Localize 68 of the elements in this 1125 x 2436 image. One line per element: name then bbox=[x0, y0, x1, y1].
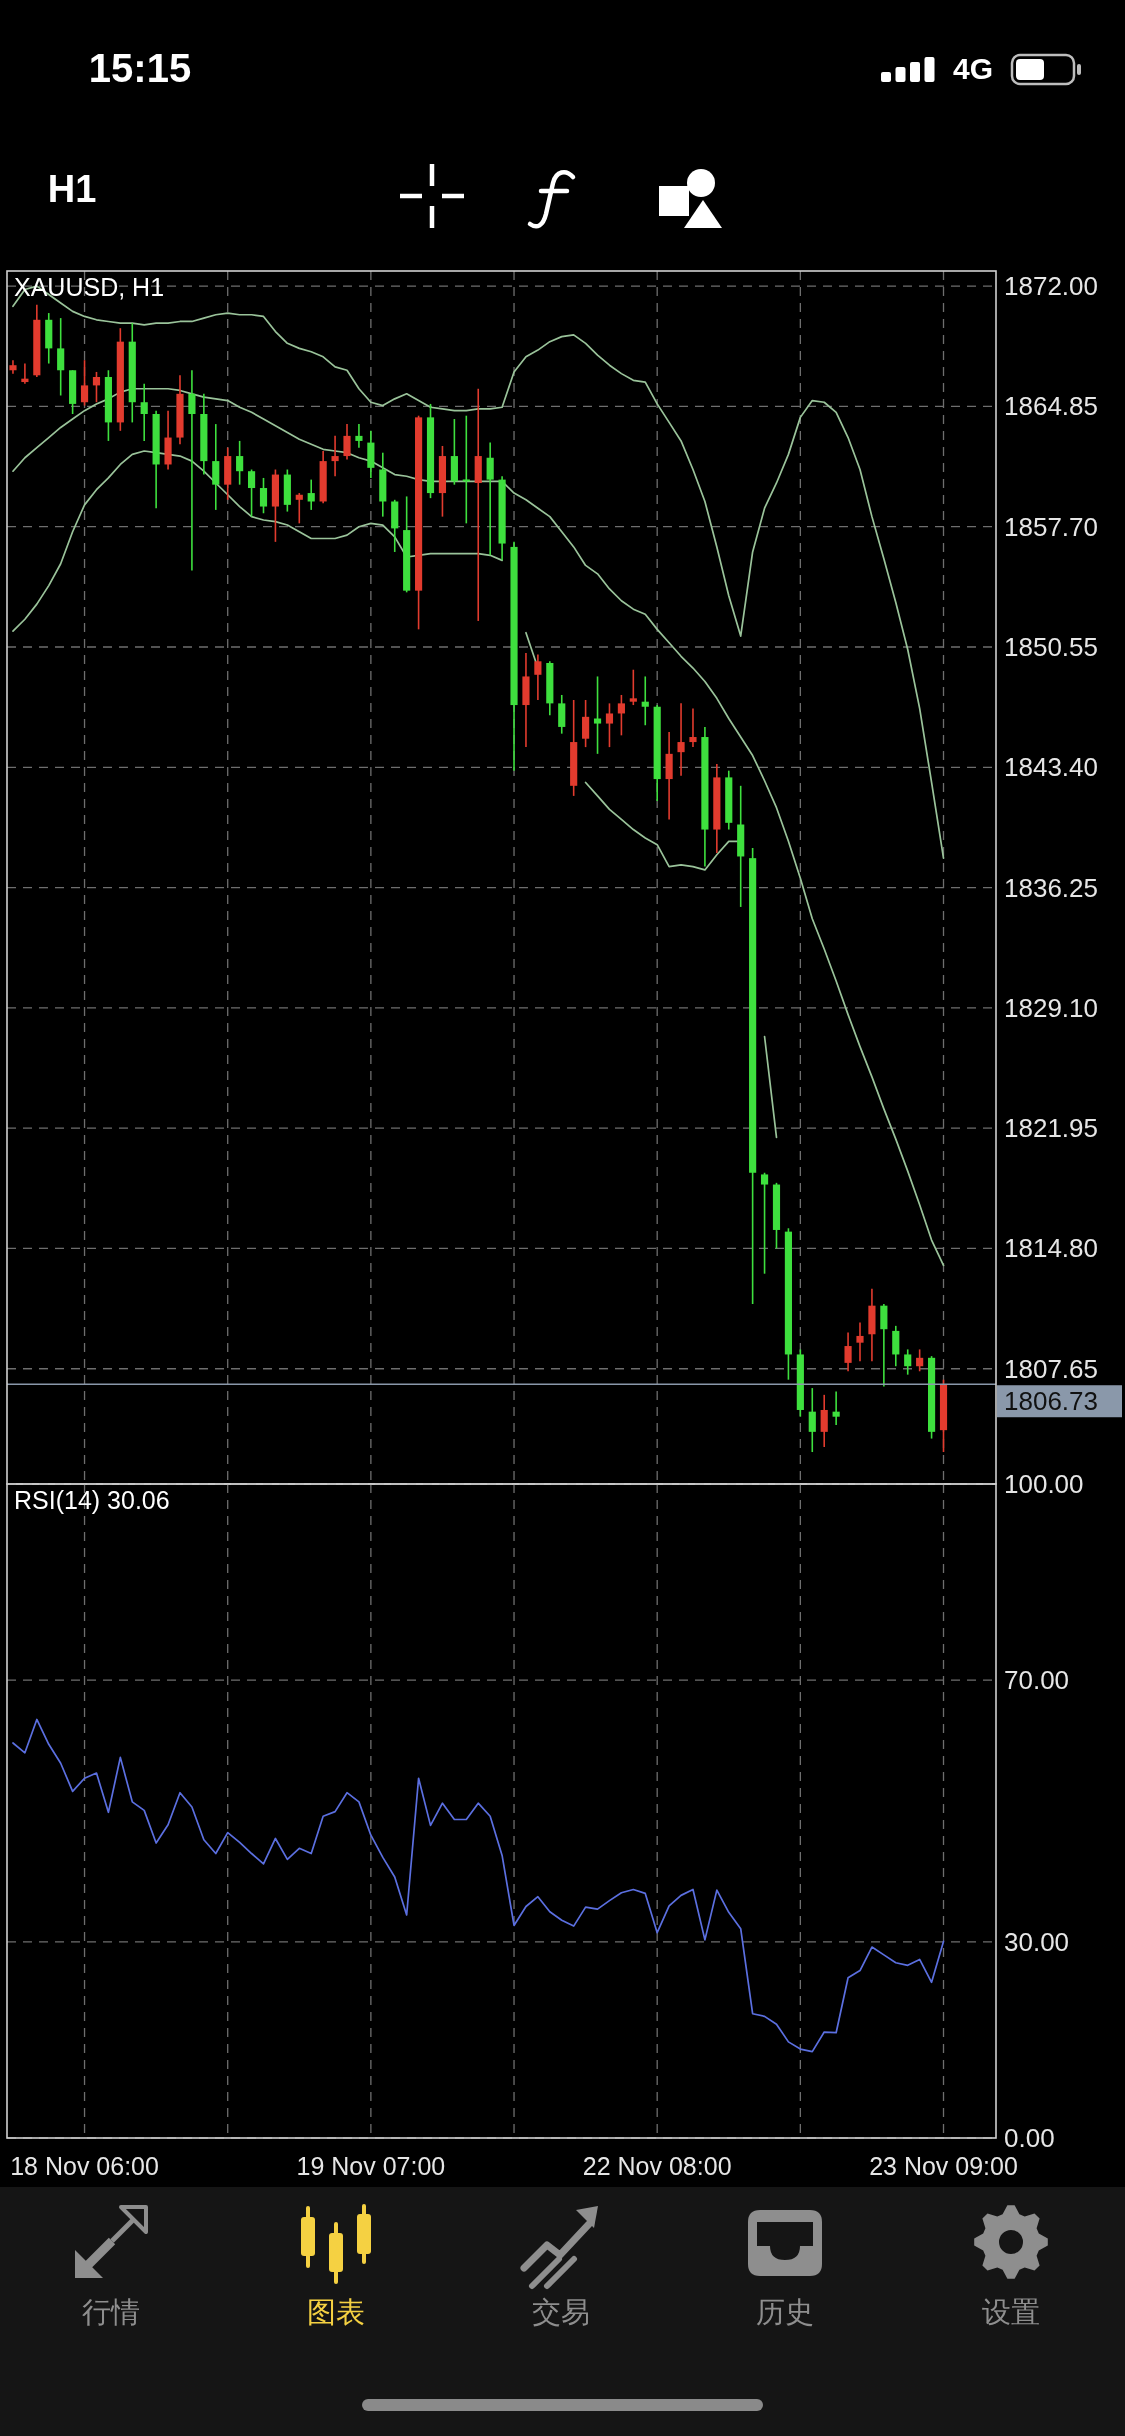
candlestick bbox=[259, 477, 268, 515]
candlestick bbox=[916, 1348, 924, 1373]
text: H1 bbox=[47, 168, 97, 210]
candlestick bbox=[486, 441, 494, 557]
candlestick bbox=[92, 371, 101, 404]
y-tick-label: 1836.25 bbox=[1004, 872, 1098, 903]
candlestick bbox=[212, 423, 220, 511]
candlestick bbox=[140, 382, 148, 442]
candlestick bbox=[892, 1325, 900, 1368]
chart-title: RSI(14) 30.06 bbox=[14, 1486, 170, 1515]
candlestick bbox=[904, 1348, 912, 1376]
x-tick-label: 22 Nov 08:00 bbox=[582, 2152, 732, 2180]
candlestick bbox=[295, 492, 303, 525]
candlestick bbox=[856, 1321, 864, 1362]
line-series bbox=[12, 1718, 945, 2053]
x-tick-label: 23 Nov 09:00 bbox=[869, 2152, 1018, 2180]
candlestick bbox=[582, 699, 590, 748]
text: 行情 bbox=[82, 2296, 140, 2328]
candlestick bbox=[820, 1394, 828, 1448]
y-tick-label: 1864.85 bbox=[1004, 391, 1098, 422]
candlestick bbox=[188, 369, 196, 572]
candlestick bbox=[832, 1390, 840, 1426]
text: 图表 bbox=[307, 2296, 365, 2328]
y-tick-label: 1843.40 bbox=[1004, 752, 1098, 783]
candlestick bbox=[593, 675, 602, 755]
candlestick bbox=[844, 1331, 852, 1373]
candlestick bbox=[331, 435, 339, 478]
candlestick bbox=[236, 440, 244, 486]
candlestick bbox=[534, 653, 542, 701]
candlestick bbox=[355, 423, 363, 449]
candlestick bbox=[677, 702, 685, 777]
text: 交易 bbox=[532, 2296, 590, 2328]
candlestick bbox=[641, 675, 649, 727]
y-tick-label: 1857.70 bbox=[1004, 511, 1098, 542]
candlestick bbox=[880, 1303, 888, 1388]
candlestick bbox=[474, 387, 482, 622]
y-tick-label: 1850.55 bbox=[1004, 632, 1098, 663]
candlestick bbox=[57, 317, 65, 397]
y-tick-label: 0.00 bbox=[1004, 2123, 1055, 2153]
y-tick-label: 100.00 bbox=[1004, 1469, 1084, 1499]
ref-line-label: 1806.73 bbox=[1004, 1386, 1098, 1417]
y-tick-label: 1814.80 bbox=[1004, 1233, 1098, 1264]
chart-title: XAUUSD, H1 bbox=[14, 273, 165, 302]
candlestick bbox=[558, 694, 566, 735]
candlestick bbox=[247, 468, 256, 518]
candlestick bbox=[343, 423, 351, 461]
candlestick bbox=[80, 359, 89, 407]
y-tick-label: 1807.65 bbox=[1004, 1353, 1098, 1384]
candlestick bbox=[760, 1171, 769, 1275]
candlestick bbox=[307, 478, 315, 511]
y-tick-label: 1872.00 bbox=[1004, 271, 1098, 302]
y-tick-label: 30.00 bbox=[1004, 1926, 1070, 1957]
candlestick bbox=[629, 668, 637, 706]
y-tick-label: 70.00 bbox=[1004, 1665, 1070, 1696]
candlestick bbox=[462, 414, 470, 525]
text: 15:15 bbox=[88, 46, 192, 90]
x-tick-label: 19 Nov 07:00 bbox=[296, 2152, 446, 2180]
text: 4G bbox=[952, 51, 994, 85]
candlestick bbox=[605, 702, 614, 748]
candlestick bbox=[689, 707, 697, 748]
text: 历史 bbox=[756, 2296, 814, 2328]
candlestick bbox=[808, 1387, 816, 1453]
line-series bbox=[12, 387, 945, 1267]
text: 设置 bbox=[982, 2296, 1040, 2328]
x-tick-label: 18 Nov 06:00 bbox=[10, 2152, 159, 2180]
y-tick-label: 1829.10 bbox=[1004, 992, 1098, 1023]
y-tick-label: 1821.95 bbox=[1004, 1113, 1098, 1144]
candlestick bbox=[617, 694, 625, 737]
